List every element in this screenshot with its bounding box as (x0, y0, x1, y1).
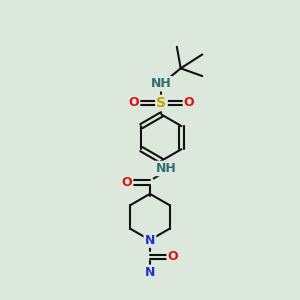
Text: NH: NH (151, 77, 172, 90)
Text: O: O (184, 97, 194, 110)
Text: NH: NH (156, 162, 176, 175)
Text: O: O (128, 97, 139, 110)
Text: S: S (157, 96, 166, 110)
Text: N: N (145, 266, 155, 279)
Text: O: O (168, 250, 178, 263)
Text: O: O (122, 176, 132, 189)
Text: N: N (145, 233, 155, 247)
